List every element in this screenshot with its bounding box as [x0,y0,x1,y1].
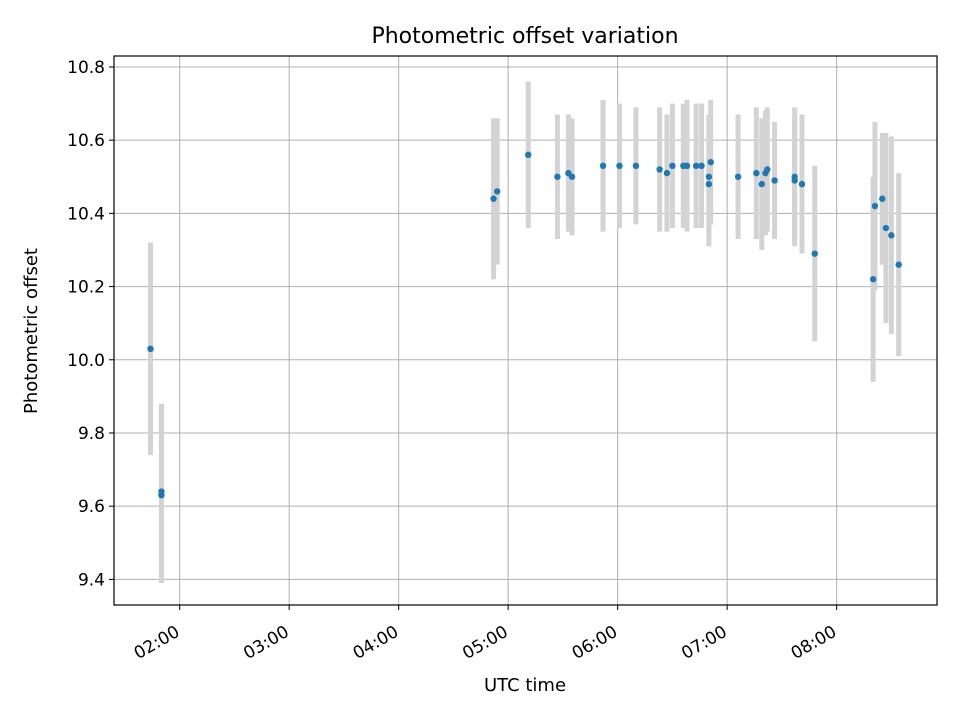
y-tick-label: 10.2 [67,278,105,298]
x-tick-label: 03:00 [240,622,292,664]
data-point [494,188,501,195]
data-point [791,177,798,184]
data-points [147,151,902,499]
x-tick-label: 02:00 [131,622,183,664]
y-tick-label: 10.4 [67,204,105,224]
y-tick-label: 9.6 [78,497,105,517]
y-axis-label: Photometric offset [21,248,42,414]
data-point [758,180,766,188]
y-tick-label: 10.8 [67,58,105,78]
y-tick-label: 10.6 [67,131,105,151]
x-tick-label: 07:00 [678,622,730,664]
y-tick-label: 9.4 [78,570,105,590]
data-point [147,345,154,352]
data-point [669,162,676,169]
data-point [656,166,663,173]
data-point [692,162,700,169]
x-tick-label: 06:00 [569,622,621,664]
data-point [705,173,713,180]
data-point [764,166,771,173]
data-point [698,162,705,169]
y-tick-label: 10.0 [67,351,105,371]
data-point [798,180,806,188]
data-point [879,195,886,202]
data-point [895,261,902,268]
error-bars [147,81,902,584]
data-point [811,250,818,257]
data-point [525,151,532,159]
data-point [734,173,742,180]
x-tick-label: 05:00 [459,622,511,664]
data-point [490,195,497,202]
data-point [158,492,165,499]
data-point [869,276,877,283]
x-axis-label: UTC time [484,675,566,696]
chart-title: Photometric offset variation [371,24,678,49]
data-point [683,162,691,169]
data-point [616,162,623,169]
data-point [663,169,671,177]
data-point [707,158,714,166]
plot-frame [113,55,938,606]
data-point [632,162,640,169]
y-tick-label: 9.8 [78,424,105,444]
x-axis-ticks: 02:00 03:00 04:00 05:00 06:00 07:00 08:00 [131,605,840,664]
x-tick-label: 08:00 [788,622,840,664]
x-tick-label: 04:00 [350,622,402,664]
data-point [771,177,778,184]
y-axis-ticks: 9.4 9.6 9.8 10.0 10.2 10.4 10.6 10.8 [67,58,114,590]
data-point [871,202,879,210]
data-point [882,224,890,232]
data-point [705,180,713,188]
data-point [568,173,576,180]
data-point [753,169,760,177]
data-point [599,162,607,169]
data-point [888,232,895,239]
data-point [554,173,561,180]
